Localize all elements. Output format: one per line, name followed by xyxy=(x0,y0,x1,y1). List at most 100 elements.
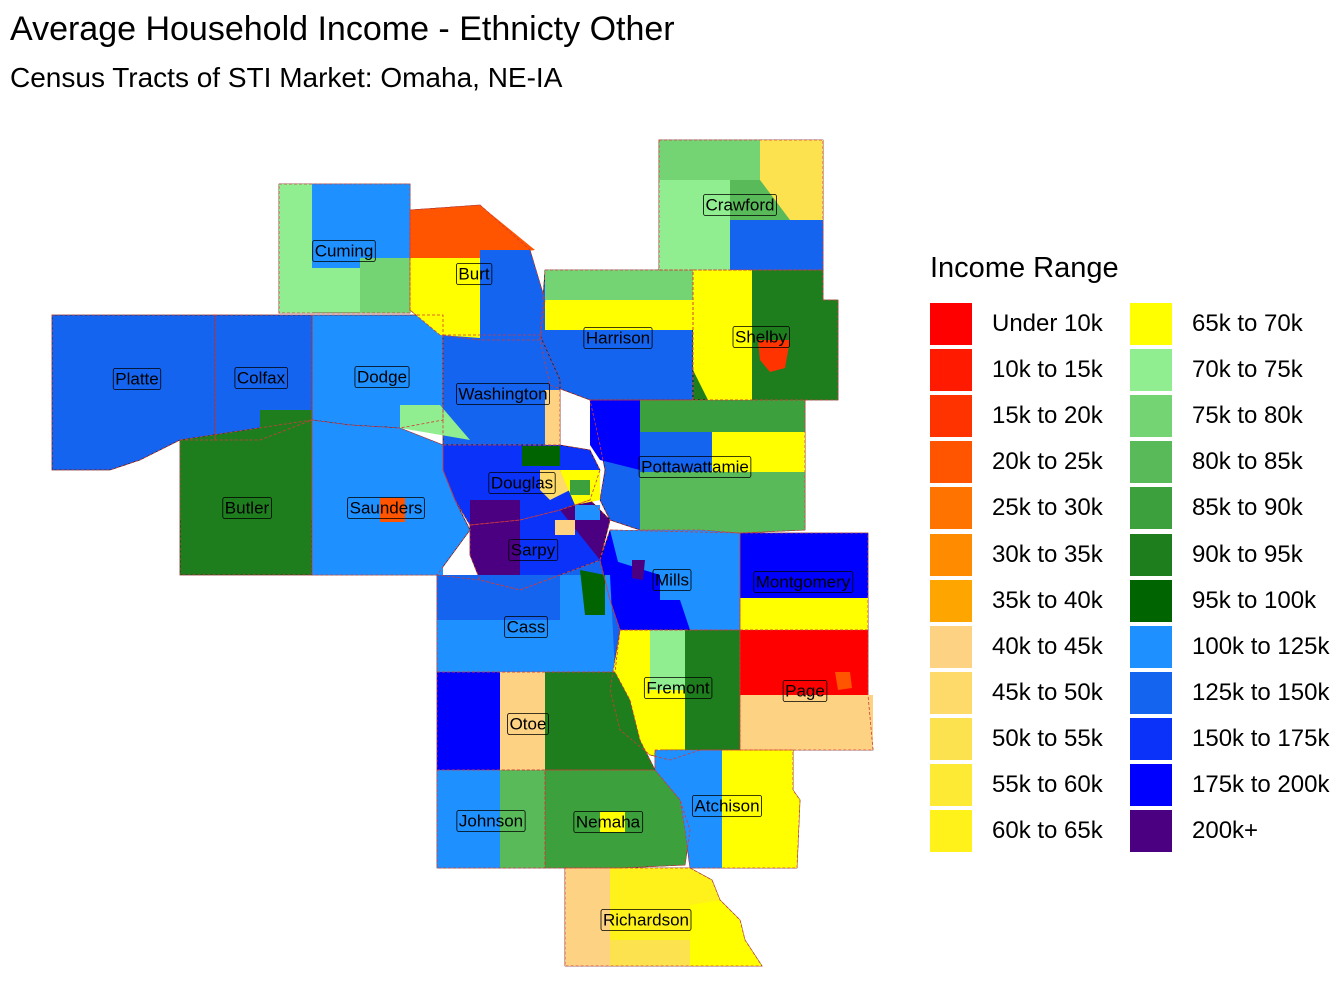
county-label-mills: Mills xyxy=(652,569,692,591)
county-label-text: Pottawattamie xyxy=(641,458,749,477)
legend-item: 20k to 25k xyxy=(930,439,1112,485)
county-label-pottawattamie: Pottawattamie xyxy=(638,456,752,478)
legend-swatch xyxy=(930,441,972,484)
tract-patch xyxy=(655,750,722,868)
tract-patch xyxy=(360,258,410,313)
tract-patch xyxy=(500,770,545,868)
legend-swatch xyxy=(1130,441,1172,484)
tract-patch xyxy=(520,500,600,590)
legend-label: 85k to 90k xyxy=(1192,494,1303,522)
county-label-text: Nemaha xyxy=(576,813,641,832)
tract-patch xyxy=(410,205,535,258)
county-label-box xyxy=(312,240,376,262)
legend-label: 45k to 50k xyxy=(992,678,1103,706)
county-label-page: Page xyxy=(782,680,828,702)
county-border xyxy=(278,183,411,314)
tract-patch xyxy=(690,900,762,966)
county-label-box xyxy=(456,810,526,832)
legend-item: 45k to 50k xyxy=(930,670,1112,716)
legend-label: Under 10k xyxy=(992,310,1103,338)
tract-patch xyxy=(610,530,740,630)
legend: Income Range Under 10k 10k to 15k 15k to 2… xyxy=(930,252,1330,854)
legend-item: 75k to 80k xyxy=(1130,393,1312,439)
tract-patch xyxy=(610,560,660,630)
county-label-saunders: Saunders xyxy=(347,497,425,519)
county-label-text: Page xyxy=(785,682,825,701)
legend-item: Under 10k xyxy=(930,301,1112,347)
tract-patch xyxy=(500,672,545,770)
county-label-cuming: Cuming xyxy=(312,240,376,262)
legend-label: 125k to 150k xyxy=(1192,678,1330,706)
legend-label: 75k to 80k xyxy=(1192,402,1303,430)
county-label-box xyxy=(703,194,777,216)
tract-patch xyxy=(580,570,605,615)
legend-item: 95k to 100k xyxy=(1130,578,1316,624)
legend-item: 90k to 95k xyxy=(1130,531,1312,577)
legend-item: 35k to 40k xyxy=(930,578,1112,624)
tract-patch xyxy=(312,184,410,268)
legend-column-2: 65k to 70k 70k to 75k 75k to 80k 80k to 85k… xyxy=(1130,301,1330,854)
tract-patch xyxy=(410,258,480,338)
legend-label: 200k+ xyxy=(1192,817,1259,845)
county-label-box xyxy=(234,367,288,389)
tract-patch xyxy=(470,500,530,590)
tract-patch xyxy=(545,270,693,300)
county-border xyxy=(564,867,763,967)
legend-swatch xyxy=(1130,717,1172,760)
legend-label: 70k to 75k xyxy=(1192,356,1303,384)
legend-swatch xyxy=(1130,487,1172,530)
county-label-text: Douglas xyxy=(491,474,553,493)
legend-swatch xyxy=(930,349,972,392)
county-label-box xyxy=(508,539,559,561)
county-label-box xyxy=(638,456,752,478)
county-border xyxy=(436,671,656,771)
legend-label: 30k to 35k xyxy=(992,540,1103,568)
county-label-box xyxy=(456,263,493,285)
legend-item: 50k to 55k xyxy=(930,716,1112,762)
tract-patch xyxy=(570,480,590,495)
tract-patch xyxy=(685,630,740,750)
legend-label: 90k to 95k xyxy=(1192,540,1303,568)
county-label-text: Saunders xyxy=(350,499,423,518)
county-border xyxy=(409,204,546,341)
county-label-johnson: Johnson xyxy=(456,810,526,832)
legend-item: 175k to 200k xyxy=(1130,762,1329,808)
tract-patch xyxy=(722,750,800,868)
legend-item: 60k to 65k xyxy=(930,808,1112,854)
tract-patch xyxy=(575,505,600,520)
legend-item: 125k to 150k xyxy=(1130,670,1330,716)
county-label-box xyxy=(507,713,549,735)
tract-patch xyxy=(758,340,790,372)
tract-patch xyxy=(760,140,823,220)
tract-patch xyxy=(650,630,685,690)
map-title: Average Household Income - Ethnicty Othe… xyxy=(10,10,675,48)
legend-item: 200k+ xyxy=(1130,808,1312,854)
county-border xyxy=(436,559,621,673)
legend-swatch xyxy=(930,533,972,576)
county-label-nemaha: Nemaha xyxy=(573,811,644,833)
county-label-box xyxy=(456,383,550,405)
legend-swatch xyxy=(930,487,972,530)
county-label-shelby: Shelby xyxy=(732,326,790,348)
county-label-harrison: Harrison xyxy=(583,327,653,349)
county-border xyxy=(214,314,313,441)
legend-swatch xyxy=(930,303,972,346)
tract-patch xyxy=(640,472,805,533)
tract-patch xyxy=(565,868,610,966)
legend-label: 80k to 85k xyxy=(1192,448,1303,476)
legend-swatch xyxy=(930,625,972,668)
county-border xyxy=(179,419,313,576)
county-label-text: Cass xyxy=(507,618,546,637)
tract-patch xyxy=(712,432,805,472)
legend-swatch xyxy=(930,671,972,714)
tract-patch xyxy=(437,575,560,620)
legend-swatch xyxy=(930,395,972,438)
tract-overlays xyxy=(51,139,874,967)
legend-label: 40k to 45k xyxy=(992,632,1103,660)
county-border xyxy=(658,139,824,271)
legend-item: 25k to 30k xyxy=(930,485,1112,531)
tract-patch xyxy=(545,300,693,330)
legend-item: 15k to 20k xyxy=(930,393,1112,439)
legend-swatch xyxy=(1130,625,1172,668)
legend-column-1: Under 10k 10k to 15k 15k to 20k 20k to 25k 2… xyxy=(930,301,1112,854)
